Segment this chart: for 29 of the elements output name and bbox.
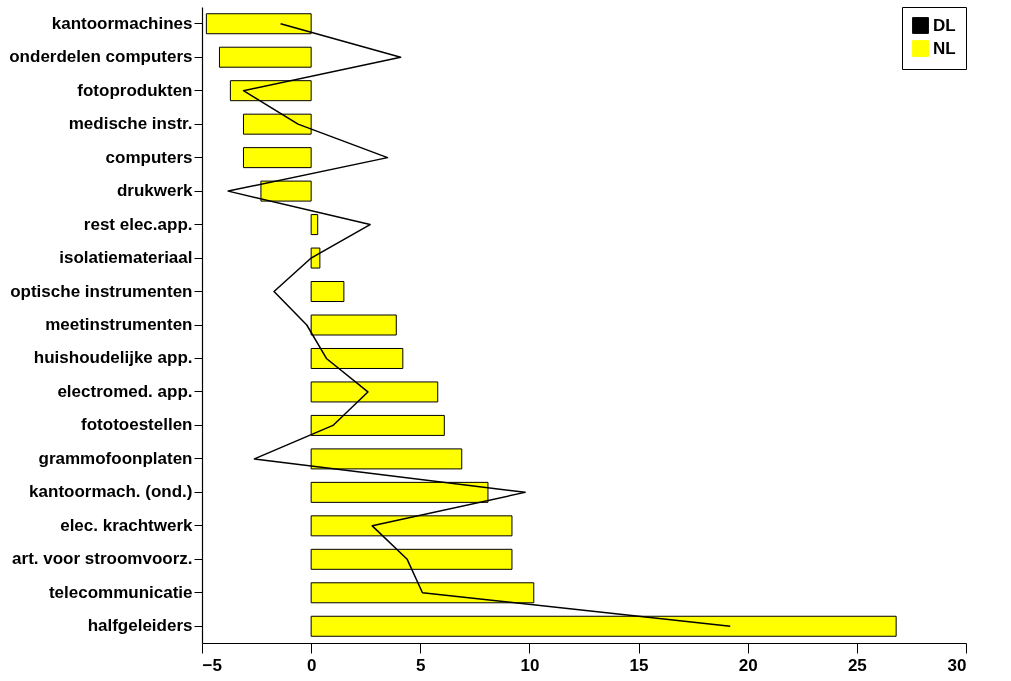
y-tick-label: medische instr. bbox=[68, 114, 193, 134]
y-tick-label: huishoudelijke app. bbox=[33, 348, 193, 368]
x-tick-label: 15 bbox=[629, 655, 649, 675]
x-tick-label: 0 bbox=[306, 655, 317, 675]
x-tick-label: −5 bbox=[202, 655, 222, 675]
y-tick-label: grammofoonplaten bbox=[38, 448, 193, 468]
y-tick-label: onderdelen computers bbox=[9, 47, 193, 67]
y-tick-label: fototoestellen bbox=[81, 415, 193, 435]
y-tick-label: optische instrumenten bbox=[10, 281, 193, 301]
y-tick-label: meetinstrumenten bbox=[45, 315, 193, 334]
y-tick-label: electromed. app. bbox=[57, 381, 193, 401]
x-tick-label: 30 bbox=[947, 655, 967, 675]
y-tick-label: rest elec.app. bbox=[83, 214, 193, 234]
y-tick-label: fotoprodukten bbox=[77, 80, 193, 100]
x-tick-label: 5 bbox=[416, 655, 426, 675]
x-tick-label: 25 bbox=[847, 655, 867, 675]
legend-label: NL bbox=[933, 38, 956, 58]
y-tick-label: telecommunicatie bbox=[48, 582, 193, 602]
y-tick-label: computers bbox=[105, 147, 193, 167]
y-tick-label: elec. krachtwerk bbox=[60, 515, 194, 535]
y-tick-label: kantoormachines bbox=[51, 13, 193, 33]
x-tick-label: 10 bbox=[520, 655, 540, 675]
y-tick-label: halfgeleiders bbox=[87, 616, 193, 636]
x-tick-label: 20 bbox=[738, 655, 758, 675]
y-tick-label: drukwerk bbox=[116, 181, 194, 201]
legend-label: DL bbox=[933, 15, 956, 35]
y-tick-label: kantoormach. (ond.) bbox=[29, 482, 193, 502]
y-tick-label: isolatiemateriaal bbox=[59, 248, 193, 268]
y-tick-label: art. voor stroomvoorz. bbox=[12, 549, 193, 569]
